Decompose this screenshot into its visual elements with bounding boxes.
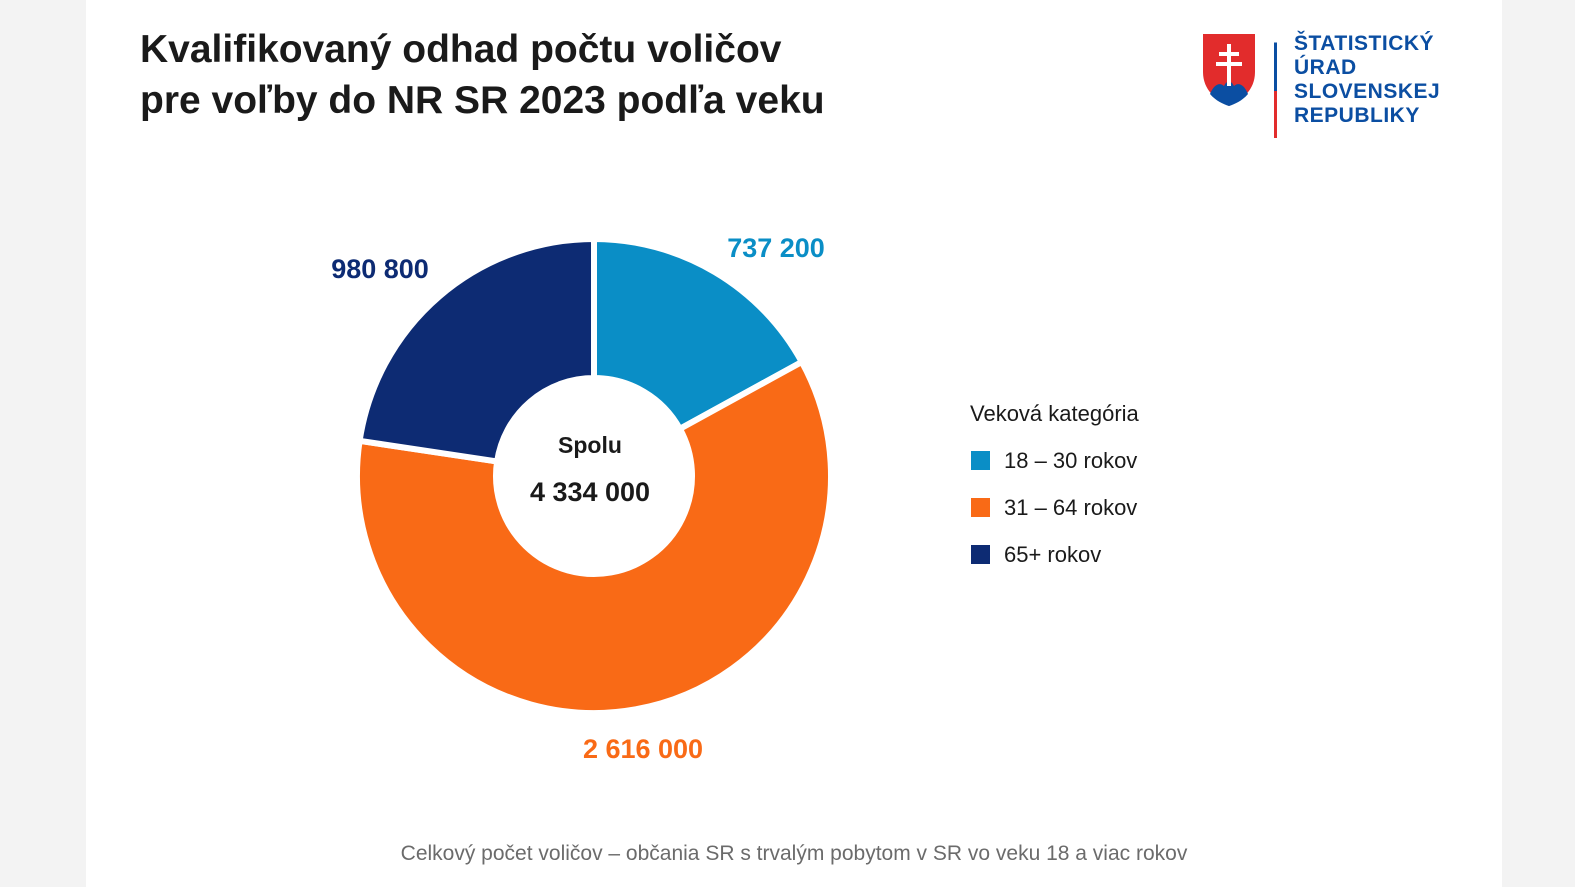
chart-title-line-1: Kvalifikovaný odhad počtu voličov	[140, 28, 782, 71]
logo-line: ŠTATISTICKÝ	[1294, 32, 1435, 55]
slice-value-label: 737 200	[727, 233, 825, 263]
legend: 18 – 30 rokov 31 – 64 rokov 65+ rokov	[971, 448, 1137, 567]
logo-line: ÚRAD	[1294, 56, 1357, 79]
slovak-coat-of-arms-icon	[1203, 34, 1255, 106]
slice-value-label: 2 616 000	[583, 734, 703, 764]
legend-swatch	[971, 545, 990, 564]
logo-line: SLOVENSKEJ	[1294, 80, 1441, 103]
slice-value-labels: 737 200 2 616 000 980 800	[331, 233, 825, 764]
donut-slice	[356, 235, 597, 465]
legend-item-label: 31 – 64 rokov	[1004, 495, 1137, 520]
total-value: 4 334 000	[530, 477, 650, 507]
logo-divider	[1274, 34, 1277, 138]
statistical-office-logo: ŠTATISTICKÝ ÚRAD SLOVENSKEJ REPUBLIKY	[1200, 32, 1460, 142]
logo-text: ŠTATISTICKÝ ÚRAD SLOVENSKEJ REPUBLIKY	[1294, 32, 1440, 128]
donut-slice	[591, 235, 806, 433]
legend-item-label: 18 – 30 rokov	[1004, 448, 1137, 473]
chart-title: Kvalifikovaný odhad počtu voličov pre vo…	[140, 24, 1000, 126]
logo-line: REPUBLIKY	[1294, 104, 1420, 127]
chart-title-line-2: pre voľby do NR SR 2023 podľa veku	[140, 79, 825, 122]
total-label: Spolu	[558, 432, 622, 458]
legend-swatch	[971, 498, 990, 517]
footnote: Celkový počet voličov – občania SR s trv…	[400, 842, 1188, 865]
donut-slice	[354, 357, 834, 716]
legend-title: Veková kategória	[970, 401, 1140, 426]
legend-item-label: 65+ rokov	[1004, 542, 1101, 567]
legend-swatch	[971, 451, 990, 470]
donut-slices	[354, 235, 834, 716]
slice-value-label: 980 800	[331, 254, 429, 284]
